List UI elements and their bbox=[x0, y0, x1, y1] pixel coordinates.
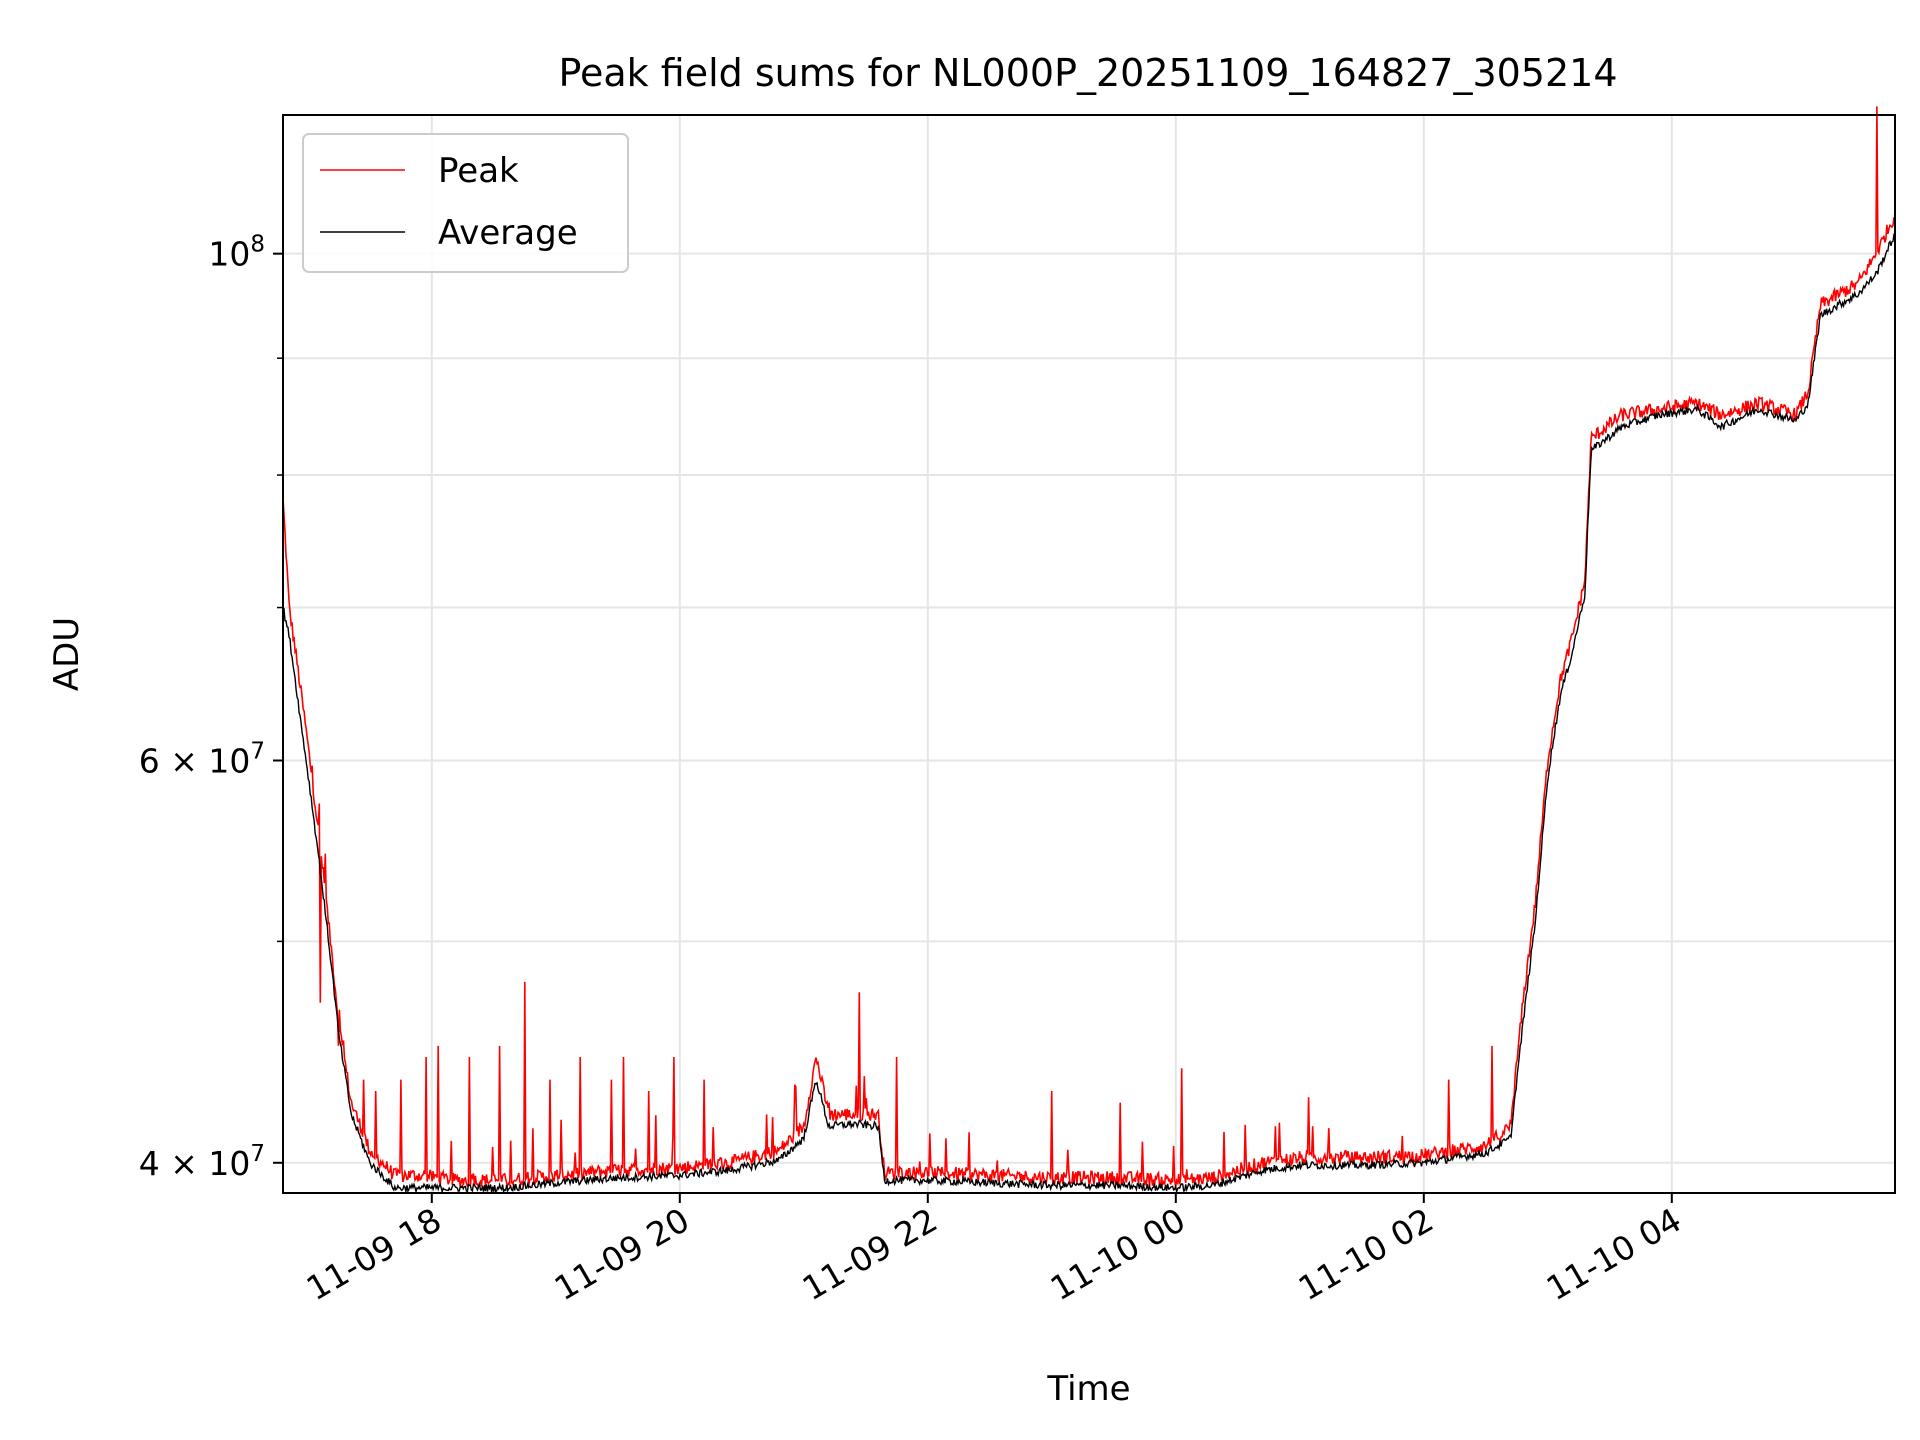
plot-series bbox=[282, 106, 1896, 1195]
series-peak-line bbox=[282, 106, 1895, 1190]
y-tick-label-1: 6 × 107 bbox=[139, 738, 265, 780]
legend-peak-label: Peak bbox=[438, 151, 519, 191]
x-tick-label-4: 11-10 02 bbox=[1292, 1200, 1440, 1308]
plot-area bbox=[283, 115, 1895, 1193]
x-tick-label-5: 11-10 04 bbox=[1540, 1200, 1688, 1308]
x-tick-label-1: 11-09 20 bbox=[548, 1200, 696, 1308]
legend-frame bbox=[302, 133, 629, 273]
y-tick-label-2: 108 bbox=[208, 232, 265, 274]
series-average-line bbox=[282, 231, 1896, 1195]
x-axis: 11-09 18 11-09 20 11-09 22 11-10 00 11-10 02… bbox=[300, 1193, 1688, 1308]
x-tick-label-2: 11-09 22 bbox=[796, 1200, 944, 1308]
y-axis: 4 × 107 6 × 107 108 bbox=[139, 232, 283, 1183]
legend-average-label: Average bbox=[438, 213, 578, 253]
x-tick-label-0: 11-09 18 bbox=[300, 1200, 448, 1308]
x-tick-label-3: 11-10 00 bbox=[1044, 1200, 1192, 1308]
chart-title: Peak field sums for NL000P_20251109_1648… bbox=[558, 51, 1617, 95]
x-axis-label: Time bbox=[1046, 1369, 1130, 1409]
legend: Peak Average bbox=[302, 133, 629, 273]
y-tick-label-0: 4 × 107 bbox=[139, 1141, 265, 1183]
y-axis-label: ADU bbox=[47, 617, 87, 691]
plot-frame bbox=[282, 114, 1896, 1194]
